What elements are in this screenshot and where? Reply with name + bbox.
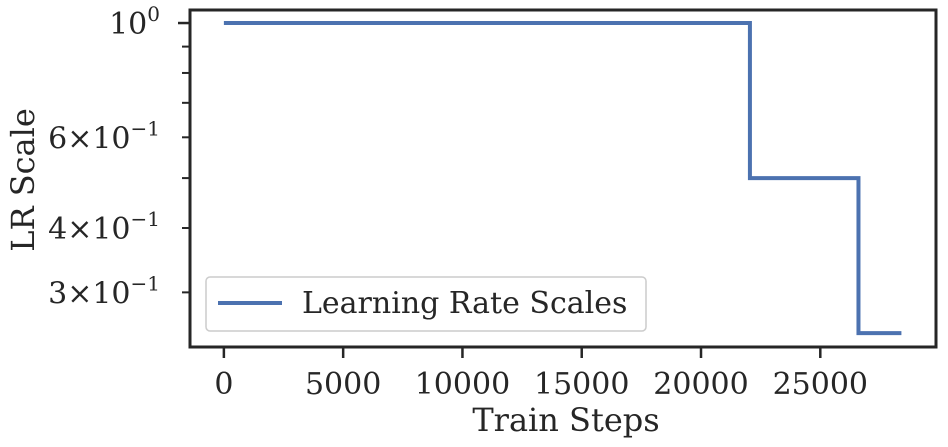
x-tick-label: 10000 [415, 367, 510, 402]
legend: Learning Rate Scales [205, 276, 647, 332]
x-axis-ticks: 0 5000 10000 15000 20000 25000 [214, 347, 868, 402]
x-tick-label: 5000 [305, 367, 381, 402]
y-tick-label: 100 [109, 2, 160, 42]
x-axis-label: Train Steps [472, 401, 659, 439]
x-tick-label: 15000 [534, 367, 629, 402]
legend-label: Learning Rate Scales [302, 286, 627, 321]
x-tick-label: 20000 [653, 367, 748, 402]
y-axis-label: LR Scale [4, 108, 42, 252]
y-axis-ticks: 100 3×10−1 4×10−1 6×10−1 [48, 2, 190, 311]
plot-frame [188, 8, 938, 349]
legend-box [205, 276, 647, 332]
y-tick-label: 4×10−1 [48, 207, 160, 247]
y-tick-label: 3×10−1 [48, 271, 160, 311]
y-tick-label: 6×10−1 [48, 116, 160, 156]
x-tick-label: 0 [214, 367, 233, 402]
x-tick-label: 25000 [773, 367, 868, 402]
series-layer [223, 21, 902, 336]
series-line [223, 21, 902, 336]
